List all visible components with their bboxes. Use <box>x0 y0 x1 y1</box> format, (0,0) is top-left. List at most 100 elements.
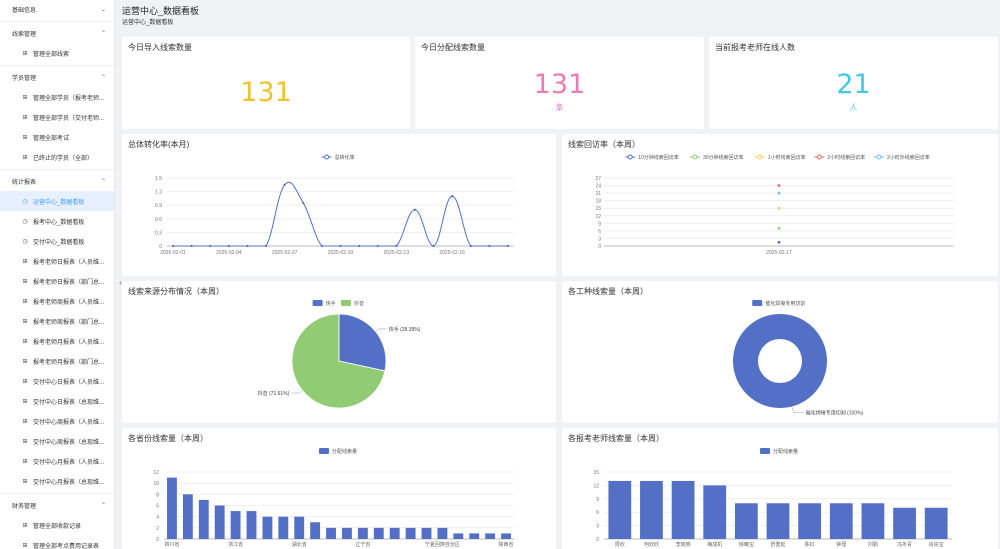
grid-icon: ⊞ <box>22 298 28 305</box>
sidebar-item[interactable]: ⊞ 报考老师周报表（部门总... <box>0 311 114 331</box>
bar <box>326 527 336 539</box>
legend-label: 1小时线索回访率 <box>768 154 806 161</box>
sidebar-group-basic[interactable]: 基础信息 ⌄ <box>0 0 114 19</box>
bar <box>182 494 193 539</box>
x-tick-label: 辽宁省 <box>355 541 370 548</box>
chart-title: 各报考老师线索量（本周） <box>568 434 664 443</box>
x-tick-label: 湖北省 <box>292 541 307 548</box>
data-point <box>469 244 472 248</box>
sidebar-item[interactable]: ⊞ 已终止的学员（全部） <box>0 147 114 167</box>
y-tick-label: 1.2 <box>155 190 162 196</box>
sidebar-item[interactable]: ◷ 报考中心_数据看板 <box>0 211 114 231</box>
y-tick-label: 15 <box>595 206 601 212</box>
legend-swatch <box>757 154 763 160</box>
legend-swatch <box>752 300 763 306</box>
x-tick-label: 2025-02-17 <box>766 250 792 256</box>
sidebar-item-label: 报考老师日报表（人员维... <box>33 259 105 266</box>
grid-icon: ⊞ <box>22 458 28 465</box>
divider <box>0 169 114 170</box>
sidebar-group-finance[interactable]: 财务管理 ⌃ <box>0 496 114 515</box>
sidebar-item[interactable]: ⊞ 报考老师日报表（人员维... <box>0 251 114 271</box>
sidebar-item[interactable]: ⊞ 交付中心周报表（总现维... <box>0 431 114 451</box>
sidebar-item-label: 管理全部考试 <box>33 135 70 142</box>
y-tick-label: 0.3 <box>155 230 162 236</box>
sidebar-item[interactable]: ⊞ 交付中心周报表（人员维... <box>0 411 114 431</box>
sidebar-item[interactable]: ⊞ 管理全部学员（报考老师... <box>0 87 114 107</box>
legend-swatch <box>760 448 770 454</box>
bar <box>469 533 480 539</box>
sidebar-group-clue[interactable]: 线索管理 ⌃ <box>0 24 114 43</box>
bar <box>829 503 853 539</box>
worktype-chart-card: 各工种线索量（本周） 催化焊接专用切割 催化焊接专用切割 (100%) <box>562 281 998 423</box>
sidebar-group-label: 基础信息 <box>12 8 37 14</box>
bar <box>214 505 225 539</box>
pie-slice <box>291 313 386 409</box>
label-line <box>375 328 387 332</box>
chart-title: 总体转化率(本月) <box>128 140 190 149</box>
y-tick-label: 2 <box>156 526 159 532</box>
sidebar-item-label: 已终止的学员（全部） <box>33 155 94 162</box>
sidebar-item[interactable]: ⊞ 管理全部学员（交付老师... <box>0 107 114 127</box>
legend-label: 2小时线索回访率 <box>827 154 865 161</box>
y-tick-label: 0 <box>159 244 162 250</box>
legend-label: 抖音 <box>354 300 364 307</box>
x-tick-label: 2025-02-04 <box>216 250 242 256</box>
sidebar-item[interactable]: ⊞ 报考老师日报表（部门总... <box>0 271 114 291</box>
bar <box>437 527 448 539</box>
sidebar-item[interactable]: ⊞ 报考老师周报表（人员维... <box>0 291 114 311</box>
sidebar-group-student[interactable]: 学员管理 ⌃ <box>0 68 114 87</box>
sidebar-item[interactable]: ◷ 交付中心_数据看板 <box>0 231 114 251</box>
label-line <box>791 406 804 413</box>
sidebar-item[interactable]: ⊞ 报考老师月报表（部门总... <box>0 351 114 371</box>
x-tick-label: 徐曦宝 <box>739 541 754 548</box>
province-chart-card: 各省份线索量（本周） 分配线索量 0 2 4 6 8 10 12 四川省 浙江省 湖北省 辽宁省 宁夏回… <box>122 428 556 549</box>
bar <box>246 511 257 539</box>
y-tick-label: 9 <box>598 221 601 227</box>
bar <box>501 533 511 539</box>
sidebar-item[interactable]: ⊞ 交付中心日报表（人员维... <box>0 371 114 391</box>
sidebar-group-report[interactable]: 统计报表 ⌃ <box>0 172 114 191</box>
sidebar-item[interactable]: ⊞ 管理全部收款记录 <box>0 515 114 535</box>
x-tick-label: 肖宗宝 <box>929 541 944 548</box>
sidebar-item[interactable]: ⊞ 交付中心月报表（人员维... <box>0 451 114 471</box>
sidebar-item-label: 管理全部学员（交付老师... <box>33 115 105 122</box>
revisit-chart-card: 线索回访率（本周） 10分钟线索回访率 30分钟线索回访率 1小时线索回访率 2小时线… <box>562 134 998 276</box>
x-tick-label: 舒重延 <box>770 541 785 548</box>
grid-icon: ⊞ <box>22 438 28 445</box>
x-tick-label: 2025-02-13 <box>384 250 410 256</box>
sidebar-item[interactable]: ◷ 运营中心_数据看板 <box>0 191 114 211</box>
sidebar-item-label: 报考中心_数据看板 <box>33 219 85 226</box>
sidebar-item-label: 报考老师周报表（部门总... <box>33 319 105 326</box>
sidebar-item-label: 管理全部线索 <box>33 51 70 58</box>
bar <box>294 516 305 539</box>
sidebar-collapse-icon[interactable]: ‹ <box>119 277 122 287</box>
sidebar-item-label: 交付中心月报表（总现维... <box>33 479 105 486</box>
y-tick-label: 21 <box>595 191 601 197</box>
sidebar-item[interactable]: ⊞ 管理全部考点费用记录表 <box>0 535 114 549</box>
sidebar-item-label: 交付中心周报表（人员维... <box>33 419 105 426</box>
y-tick-label: 1.5 <box>155 176 162 182</box>
x-tick-label: 2025-02-01 <box>160 250 186 256</box>
grid-icon: ⊞ <box>22 258 28 265</box>
x-tick-label: 浙江省 <box>228 541 243 548</box>
legend-label: 30分钟线索回访率 <box>703 154 744 161</box>
bar <box>278 516 289 539</box>
bar <box>861 503 885 539</box>
y-tick-label: 18 <box>595 199 601 205</box>
sidebar-item[interactable]: ⊞ 管理全部线索 <box>0 43 114 63</box>
sidebar-item[interactable]: ⊞ 管理全部考试 <box>0 127 114 147</box>
data-point <box>376 244 379 248</box>
sidebar-item[interactable]: ⊞ 交付中心日报表（总现维... <box>0 391 114 411</box>
sidebar-item[interactable]: ⊞ 报考老师月报表（人员维... <box>0 331 114 351</box>
data-point <box>283 183 286 186</box>
legend-label: 2小时外线索回访率 <box>887 154 930 161</box>
x-tick-label: 何欣欣 <box>644 541 659 548</box>
grid-icon: ⊞ <box>22 134 28 141</box>
data-point <box>395 244 398 248</box>
chevron-up-icon: ⌃ <box>100 31 106 37</box>
bar <box>608 480 632 539</box>
sidebar-item[interactable]: ⊞ 交付中心月报表（总现维... <box>0 471 114 491</box>
legend-swatch <box>319 448 329 454</box>
